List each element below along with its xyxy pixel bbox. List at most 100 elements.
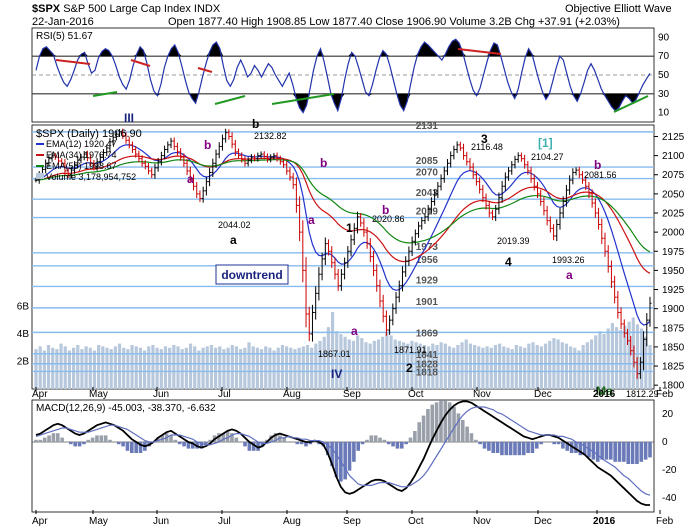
macd-histogram-bar — [69, 442, 73, 445]
macd-histogram-bar — [517, 442, 522, 456]
level-label: 2131 — [416, 121, 439, 132]
volume-bar — [264, 346, 268, 389]
rsi-tick-label: 50 — [658, 70, 670, 81]
rsi-plot — [32, 38, 654, 114]
volume-bar — [80, 349, 84, 389]
macd-histogram-bar — [613, 442, 617, 462]
macd-histogram-bar — [90, 437, 95, 442]
x-tick-label: Apr — [32, 389, 48, 400]
volume-bar — [518, 346, 523, 389]
wave-label: b — [252, 117, 259, 131]
rsi-tick-label: 30 — [658, 89, 670, 100]
wave-label: a — [351, 324, 358, 338]
volume-bar — [539, 346, 544, 389]
x-tick-label: Sep — [343, 516, 361, 527]
macd-histogram-bar — [452, 406, 456, 442]
macd-histogram-bar — [378, 437, 382, 442]
rsi-line — [35, 38, 651, 114]
volume-bar — [330, 312, 335, 389]
macd-histogram-bar — [208, 439, 212, 442]
volume-bar — [356, 335, 360, 389]
rsi-divergence-line — [457, 48, 502, 55]
volume-bar — [188, 343, 193, 389]
price-annotation: 1993.26 — [552, 255, 585, 265]
volume-bar — [67, 350, 72, 389]
price-axis: 1800 1825 1850 1875 1900 1925 1950 1975 2000 2025… — [654, 132, 685, 392]
level-label: 1828 — [416, 360, 439, 371]
macd-histogram-bar — [500, 442, 504, 456]
level-label: 1818 — [416, 367, 439, 378]
volume-bar — [443, 343, 447, 389]
macd-histogram-bar — [225, 431, 230, 442]
volume-bar — [606, 328, 610, 389]
macd-histogram-bar — [234, 437, 239, 442]
volume-bar — [55, 349, 59, 389]
macd-histogram-bar — [617, 442, 622, 462]
rsi-divergence-line — [55, 59, 91, 65]
volume-bar — [142, 350, 147, 389]
volume-bar — [109, 349, 113, 389]
x-tick-label: May — [89, 389, 108, 400]
volume-bar — [414, 342, 418, 389]
volume-bar — [38, 346, 42, 389]
x-tick-label: May — [89, 516, 108, 527]
macd-histogram-bar — [221, 433, 226, 442]
price-tick-label: 2000 — [662, 228, 685, 239]
macd-histogram-bar — [426, 409, 430, 442]
macd-histogram-bar — [456, 413, 461, 442]
price-tick-label: 1925 — [662, 285, 685, 296]
macd-histogram-bar — [600, 442, 604, 460]
macd-histogram-bar — [247, 442, 252, 451]
macd-histogram-bar — [504, 442, 509, 456]
volume-bar — [159, 349, 163, 389]
volume-bar — [640, 328, 644, 389]
rsi-label: RSI(5) 51.67 — [36, 31, 93, 42]
volume-bar — [293, 349, 297, 389]
legend-ema12: EMA(12) 1920.47 — [46, 139, 117, 149]
macd-histogram-bar — [230, 433, 234, 442]
volume-bar — [259, 349, 264, 389]
price-tick-label: 2075 — [662, 170, 685, 181]
volume-bar — [489, 347, 493, 389]
macd-histogram-bar — [243, 442, 247, 447]
level-label: 1973 — [416, 242, 439, 253]
volume-bar — [209, 345, 214, 389]
price-tick-label: 1825 — [662, 362, 685, 373]
volume-bar — [406, 343, 410, 389]
wave-label: 4 — [505, 255, 512, 269]
level-label: 1901 — [416, 297, 439, 308]
wave-label: 2 — [406, 361, 413, 375]
volume-bar — [251, 346, 255, 389]
volume-bar — [172, 345, 176, 389]
x-tick-label: Dec — [534, 389, 552, 400]
macd-panel: MACD(12,26,9) -45.003, -38.370, -6.632 -… — [31, 399, 677, 513]
volume-bar — [447, 346, 452, 389]
macd-histogram-bar — [447, 402, 452, 442]
x-axis-price: Apr May Jun Jul Aug Sep Oct Nov Dec 2016 Feb — [32, 387, 674, 400]
macd-histogram-bar — [134, 442, 138, 453]
volume-bar — [610, 323, 615, 389]
volume-bar — [368, 343, 372, 389]
macd-histogram-bar — [443, 400, 448, 442]
volume-bar — [585, 342, 589, 389]
volume-bar — [155, 347, 159, 389]
volume-bar — [280, 345, 285, 389]
macd-histogram-bar — [639, 442, 644, 462]
rsi-axis: 90 70 50 30 10 — [658, 32, 670, 118]
x-tick-label: Apr — [32, 516, 48, 527]
rsi-tick-label: 70 — [658, 51, 670, 62]
volume-bar — [101, 346, 105, 389]
volume-bar — [472, 345, 477, 389]
macd-histogram-bar — [334, 442, 339, 478]
volume-bar — [218, 346, 222, 389]
level-label: 2085 — [416, 156, 439, 167]
macd-histogram-bar — [360, 442, 365, 445]
chart-header: $SPX S&P 500 Large Cap Index INDX 22-Jan… — [32, 3, 672, 28]
macd-histogram-bar — [413, 431, 417, 442]
rsi-overbought-fill — [36, 39, 650, 57]
macd-histogram-bar — [569, 442, 574, 453]
macd-histogram-bar — [643, 442, 648, 460]
macd-histogram-bar — [177, 442, 182, 445]
macd-histogram-bar — [347, 442, 352, 471]
volume-bar — [285, 346, 289, 389]
